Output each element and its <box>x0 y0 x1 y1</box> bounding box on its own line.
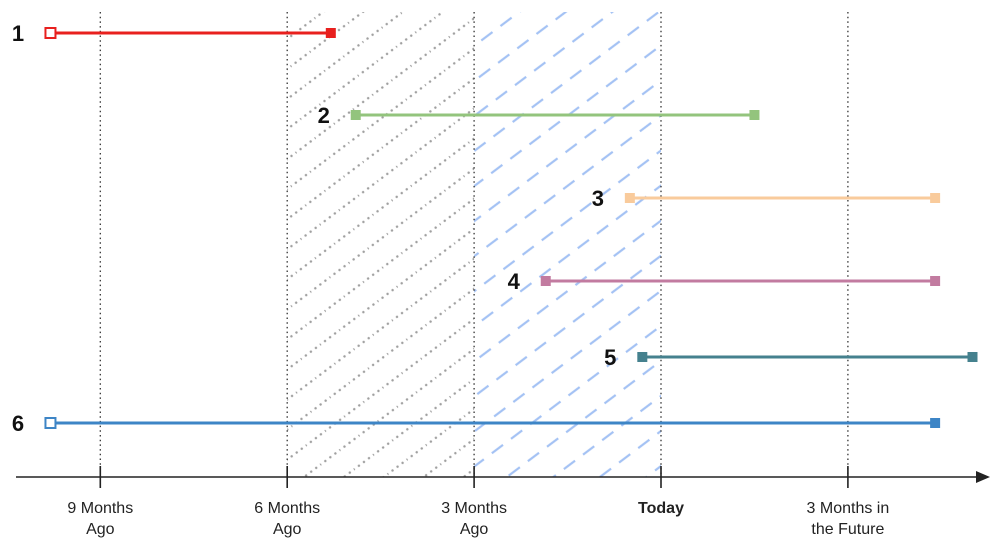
tick-label-line: Ago <box>86 521 115 538</box>
project-bar-2 <box>350 110 760 120</box>
blue-dashed-region <box>474 12 661 477</box>
project-bar-6 <box>44 417 941 429</box>
tick-label-line: Ago <box>273 521 302 538</box>
bar-number-1: 1 <box>12 21 24 46</box>
bar-end-marker <box>325 28 336 38</box>
bar-start-marker <box>44 417 57 429</box>
tick-label-6-months-ago: 6 Months Ago <box>254 500 320 538</box>
project-bar-3 <box>624 193 941 203</box>
tick-label-9-months-ago: 9 Months Ago <box>67 500 133 538</box>
bar-end-marker <box>930 418 941 428</box>
bar-number-3: 3 <box>592 186 604 211</box>
tick-label-3-months-ago: 3 Months Ago <box>441 500 507 538</box>
bar-number-2: 2 <box>318 103 330 128</box>
project-bar-5 <box>637 352 978 362</box>
tick-label-line: Ago <box>460 521 489 538</box>
project-bar-4 <box>540 276 941 286</box>
bar-start-marker <box>540 276 551 286</box>
bar-end-marker <box>967 352 978 362</box>
tick-label-line: 3 Months in <box>807 500 890 517</box>
bar-number-5: 5 <box>604 345 616 370</box>
tick-label-3-months-future: 3 Months in the Future <box>807 500 890 538</box>
bar-end-marker <box>930 276 941 286</box>
tick-label-line: 6 Months <box>254 500 320 517</box>
bar-number-6: 6 <box>12 411 24 436</box>
project-bar-1 <box>44 27 336 39</box>
bar-start-marker <box>637 352 648 362</box>
bar-end-marker <box>749 110 760 120</box>
bar-number-4: 4 <box>508 269 521 294</box>
tick-label-line: 9 Months <box>67 500 133 517</box>
bar-end-marker <box>930 193 941 203</box>
bar-start-marker <box>624 193 635 203</box>
axis-arrow-icon <box>976 471 990 483</box>
bar-start-marker <box>44 27 57 39</box>
tick-label-today: Today <box>638 500 684 517</box>
tick-label-line: 3 Months <box>441 500 507 517</box>
bar-start-marker <box>350 110 361 120</box>
tick-label-line: the Future <box>811 521 884 538</box>
tick-label-line: Today <box>638 500 684 517</box>
